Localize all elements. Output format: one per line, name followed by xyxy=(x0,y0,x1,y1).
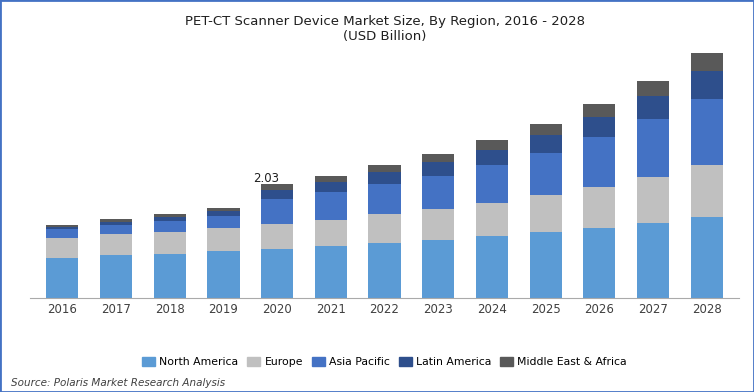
Bar xyxy=(529,232,562,298)
Bar xyxy=(261,190,293,199)
Bar xyxy=(369,243,400,298)
Bar xyxy=(637,81,669,96)
Bar xyxy=(100,221,132,225)
Bar xyxy=(637,96,669,120)
Bar xyxy=(46,229,78,238)
Bar xyxy=(207,251,240,298)
Bar xyxy=(583,187,615,228)
Bar xyxy=(154,214,186,216)
Bar xyxy=(314,176,347,182)
Bar xyxy=(314,220,347,246)
Bar xyxy=(369,214,400,243)
Bar xyxy=(529,195,562,232)
Text: 2.03: 2.03 xyxy=(253,172,279,185)
Bar xyxy=(529,152,562,195)
Bar xyxy=(100,255,132,298)
Bar xyxy=(100,234,132,255)
Bar xyxy=(583,104,615,117)
Bar xyxy=(476,203,508,236)
Bar xyxy=(476,165,508,203)
Bar xyxy=(369,184,400,214)
Bar xyxy=(207,228,240,251)
Bar xyxy=(154,221,186,232)
Text: Source: Polaris Market Research Analysis: Source: Polaris Market Research Analysis xyxy=(11,378,225,388)
Bar xyxy=(422,240,455,298)
Bar xyxy=(314,182,347,192)
Bar xyxy=(369,172,400,184)
Bar xyxy=(261,249,293,298)
Bar xyxy=(691,71,723,99)
Bar xyxy=(422,162,455,176)
Bar xyxy=(154,216,186,221)
Bar xyxy=(529,135,562,152)
Bar xyxy=(314,246,347,298)
Bar xyxy=(207,216,240,228)
Bar xyxy=(476,140,508,150)
Legend: North America, Europe, Asia Pacific, Latin America, Middle East & Africa: North America, Europe, Asia Pacific, Lat… xyxy=(138,353,631,372)
Bar xyxy=(422,154,455,162)
Bar xyxy=(261,184,293,190)
Bar xyxy=(261,199,293,224)
Bar xyxy=(476,236,508,298)
Title: PET-CT Scanner Device Market Size, By Region, 2016 - 2028
(USD Billion): PET-CT Scanner Device Market Size, By Re… xyxy=(185,15,584,43)
Bar xyxy=(691,165,723,217)
Bar xyxy=(207,211,240,216)
Bar xyxy=(422,209,455,240)
Bar xyxy=(100,220,132,221)
Bar xyxy=(261,224,293,249)
Bar xyxy=(691,99,723,165)
Bar xyxy=(154,254,186,298)
Bar xyxy=(422,176,455,209)
Bar xyxy=(637,223,669,298)
Bar xyxy=(369,165,400,172)
Bar xyxy=(46,258,78,298)
Bar xyxy=(100,225,132,234)
Bar xyxy=(46,238,78,258)
Bar xyxy=(691,217,723,298)
Bar xyxy=(691,53,723,71)
Bar xyxy=(583,117,615,138)
Bar xyxy=(529,124,562,135)
Bar xyxy=(154,232,186,254)
Bar xyxy=(314,192,347,220)
Bar xyxy=(46,225,78,227)
Bar xyxy=(46,227,78,229)
Bar xyxy=(476,150,508,165)
Bar xyxy=(207,207,240,211)
Bar xyxy=(583,228,615,298)
Bar xyxy=(637,120,669,177)
Bar xyxy=(583,138,615,187)
Bar xyxy=(637,177,669,223)
